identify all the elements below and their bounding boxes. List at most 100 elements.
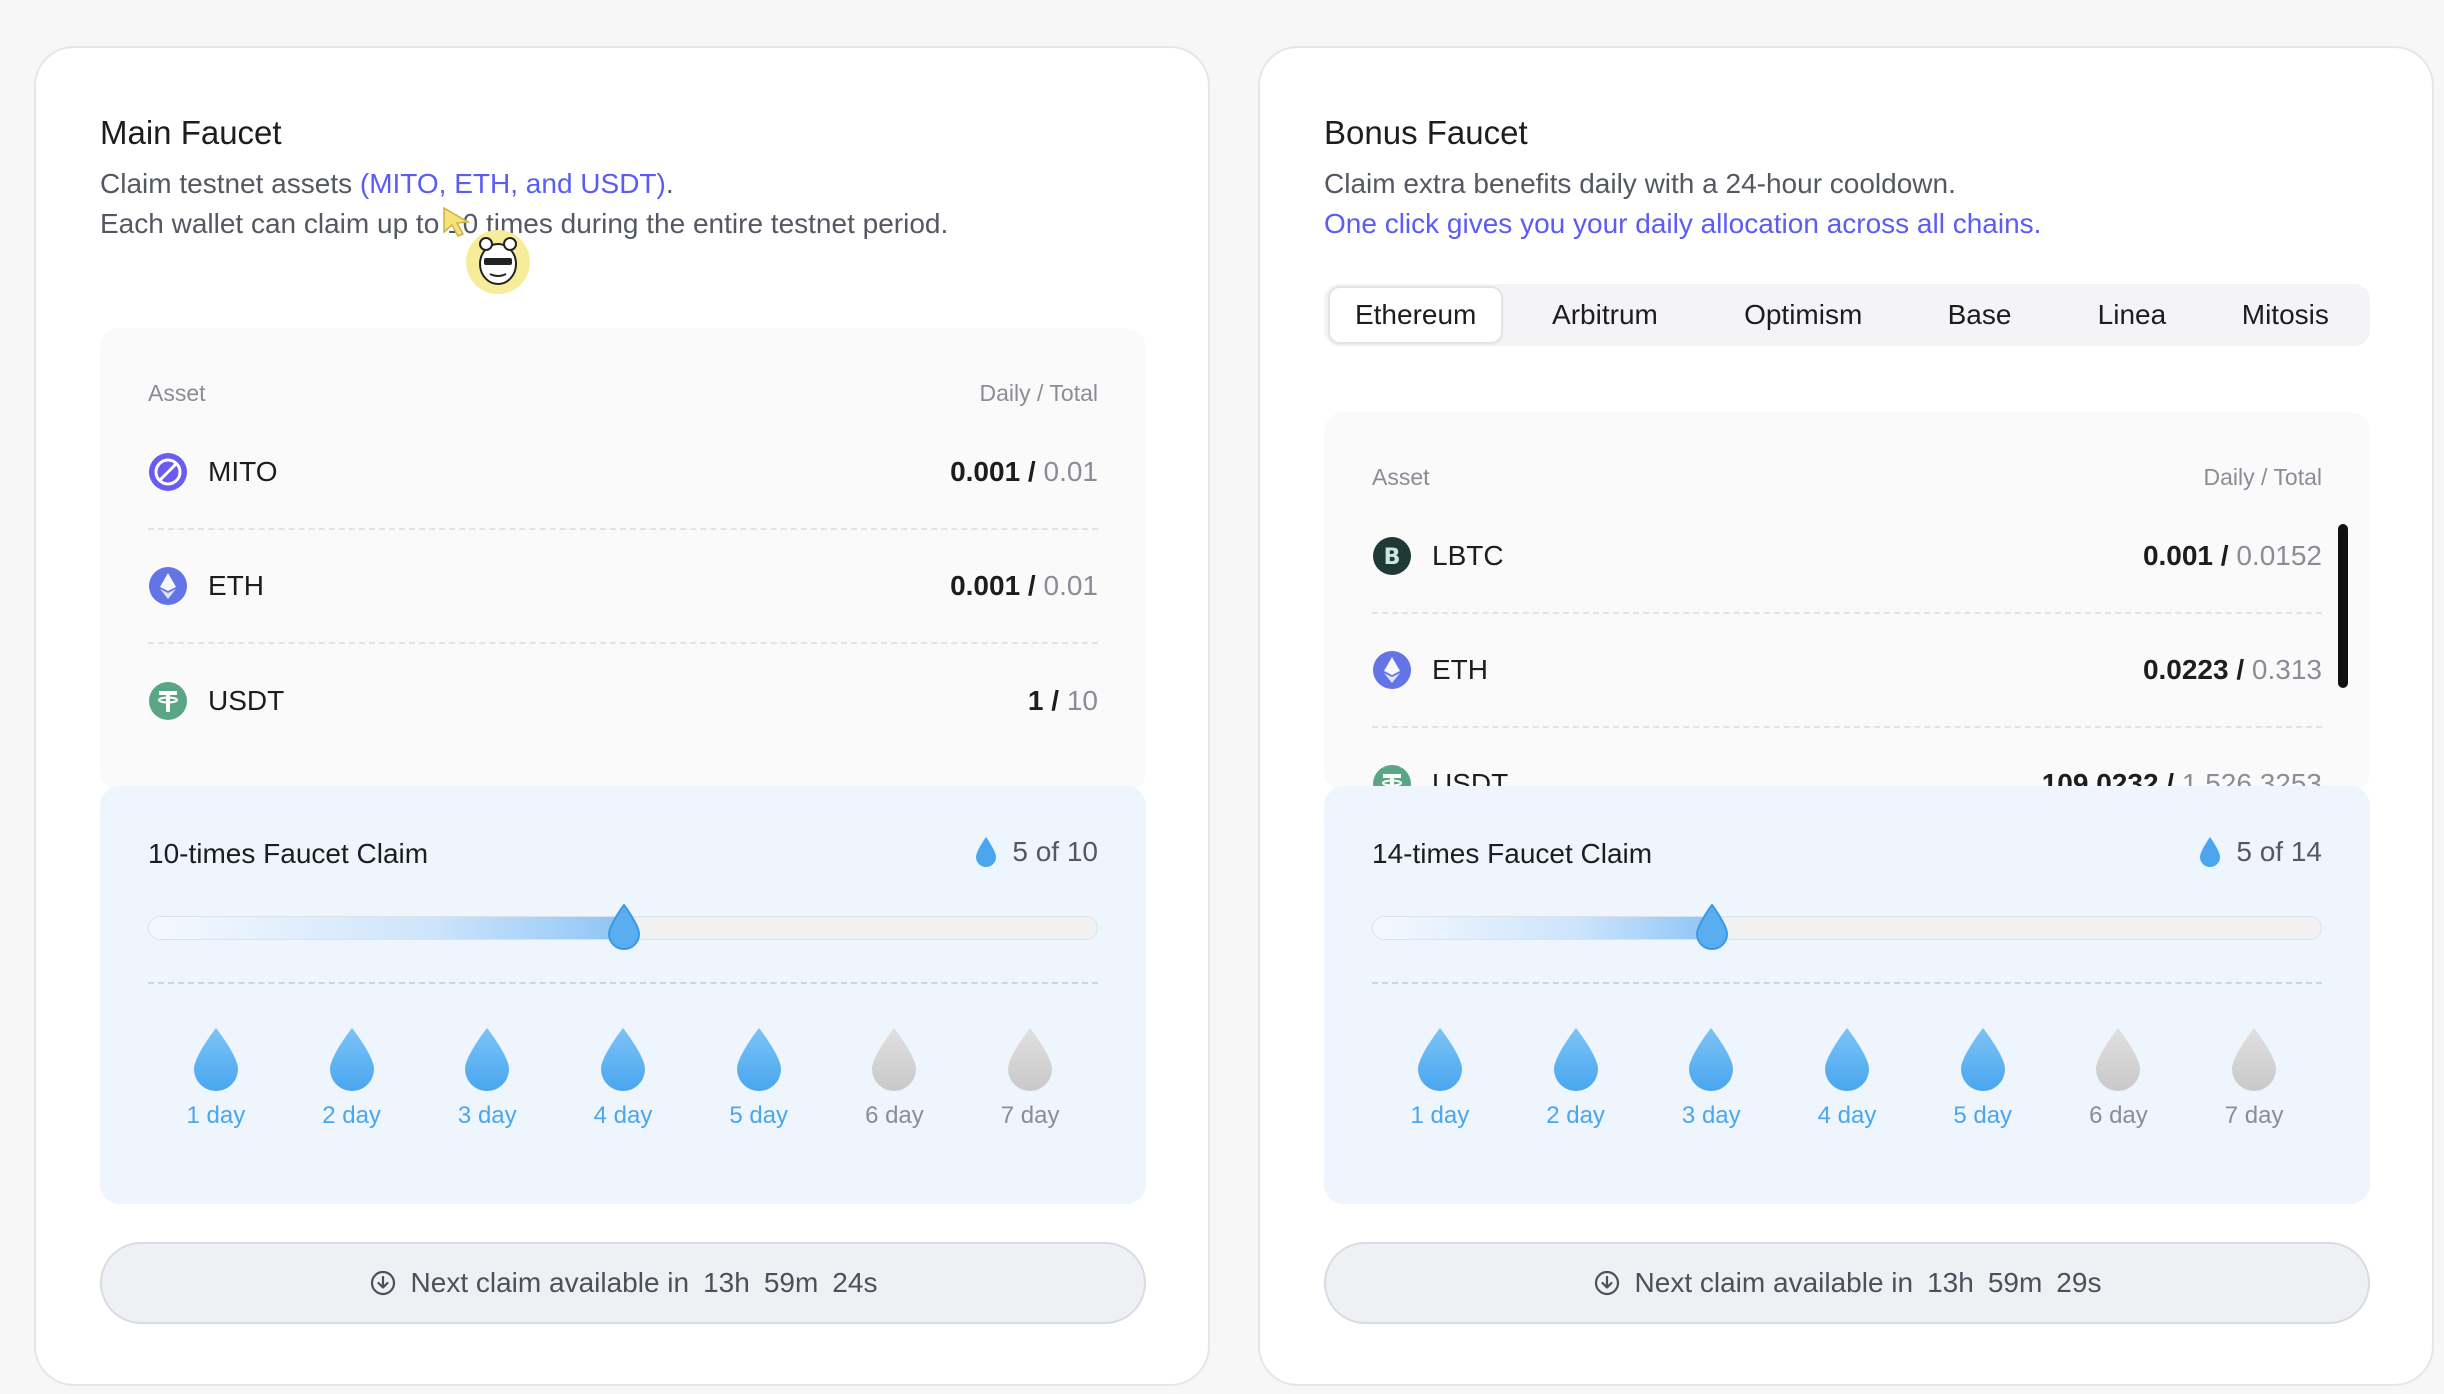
tab-ethereum[interactable]: Ethereum bbox=[1328, 286, 1504, 344]
claim-day-2: 2 day bbox=[292, 1026, 412, 1130]
clock-download-icon bbox=[1594, 1270, 1619, 1296]
tab-optimism[interactable]: Optimism bbox=[1744, 299, 1863, 330]
water-drop-filled-icon bbox=[736, 1028, 781, 1091]
desc-assets: (MITO, ETH, and USDT) bbox=[359, 168, 666, 199]
asset-row-usdt: USDT 1 / 10 bbox=[148, 644, 1098, 758]
scrollbar[interactable] bbox=[2338, 524, 2348, 688]
asset-row-usdt: USDT 109.0232 / 1,526.3253 bbox=[1372, 728, 2322, 792]
asset-column-header: Asset bbox=[148, 380, 206, 406]
daily-value: 0.001 / bbox=[2142, 540, 2229, 571]
claim-day-3: 3 day bbox=[1651, 1026, 1771, 1130]
desc-line2: Each wallet can claim up to 10 times dur… bbox=[100, 208, 949, 239]
total-value: 0.01 bbox=[1043, 456, 1099, 487]
day-label: 3 day bbox=[1681, 1102, 1741, 1129]
main-asset-table: Asset Daily / Total MITO 0.001 / 0.01 ETH 0… bbox=[100, 328, 1146, 792]
water-drop-filled-icon bbox=[465, 1028, 510, 1091]
eth-icon bbox=[1372, 650, 1412, 690]
next-claim-button[interactable]: Next claim available in 13h 59m 24s bbox=[100, 1242, 1146, 1324]
claim-day-6: 6 day bbox=[2058, 1026, 2178, 1130]
divider bbox=[148, 982, 1098, 984]
day-label: 5 day bbox=[1953, 1102, 2013, 1129]
claim-count-text: 5 of 10 bbox=[1012, 836, 1098, 867]
desc-text: Claim testnet assets bbox=[100, 168, 360, 199]
claim-day-7: 7 day bbox=[2194, 1026, 2314, 1130]
daily-value: 0.001 / bbox=[950, 456, 1036, 487]
day-label: 1 day bbox=[1410, 1102, 1470, 1129]
claim-progress-track bbox=[148, 903, 1098, 950]
claim-count: 5 of 14 bbox=[2198, 836, 2322, 868]
claim-day-5: 5 day bbox=[699, 1026, 819, 1130]
main-faucet-description: Claim testnet assets (MITO, ETH, and USD… bbox=[100, 164, 948, 244]
claim-count-text: 5 of 14 bbox=[2236, 836, 2322, 867]
asset-table-header: Asset Daily / Total bbox=[148, 380, 1098, 407]
tab-linea[interactable]: Linea bbox=[2097, 299, 2167, 330]
asset-value: 0.001 / 0.0152 bbox=[2143, 540, 2322, 572]
day-label: 1 day bbox=[186, 1102, 246, 1129]
countdown: 13h 59m 29s bbox=[1927, 1267, 2101, 1299]
desc-suffix: . bbox=[665, 168, 674, 199]
asset-value: 0.001 / 0.01 bbox=[950, 570, 1098, 602]
tab-mitosis[interactable]: Mitosis bbox=[2241, 299, 2329, 330]
asset-table-header: Asset Daily / Total bbox=[1372, 464, 2322, 491]
desc-line2: One click gives you your daily allocatio… bbox=[1324, 208, 2042, 239]
water-drop-empty-icon bbox=[2096, 1028, 2141, 1091]
asset-row-mito: MITO 0.001 / 0.01 bbox=[148, 416, 1098, 530]
countdown-hours: 13h bbox=[1927, 1267, 1974, 1298]
asset-name: ETH bbox=[208, 570, 264, 601]
bonus-faucet-card: Bonus Faucet Claim extra benefits daily … bbox=[1258, 46, 2434, 1386]
claim-day-1: 1 day bbox=[1380, 1026, 1500, 1130]
daily-value: 0.001 / bbox=[950, 570, 1036, 601]
day-label: 3 day bbox=[457, 1102, 517, 1129]
claim-title: 14-times Faucet Claim bbox=[1372, 838, 1653, 869]
tab-arbitrum[interactable]: Arbitrum bbox=[1552, 299, 1658, 330]
asset-row-eth: ETH 0.001 / 0.01 bbox=[148, 530, 1098, 644]
water-drop-filled-icon bbox=[1553, 1028, 1598, 1091]
next-claim-button[interactable]: Next claim available in 13h 59m 29s bbox=[1324, 1242, 2370, 1324]
eth-icon bbox=[148, 566, 188, 606]
chain-tabs: Ethereum Arbitrum Optimism Base Linea Mitosis bbox=[1324, 284, 2370, 346]
water-drop-empty-icon bbox=[872, 1028, 917, 1091]
asset-name: LBTC bbox=[1432, 540, 1504, 571]
claim-day-3: 3 day bbox=[427, 1026, 547, 1130]
divider bbox=[1372, 982, 2322, 984]
lbtc-icon: B bbox=[1372, 536, 1412, 576]
claim-count: 5 of 10 bbox=[974, 836, 1098, 868]
asset-value: 1 / 10 bbox=[1028, 685, 1098, 717]
main-claim-progress: 10-times Faucet Claim 5 of 10 1 day 2 day… bbox=[100, 786, 1146, 1204]
water-drop-filled-icon bbox=[1825, 1028, 1869, 1091]
svg-text:B: B bbox=[1384, 545, 1401, 570]
mito-icon bbox=[148, 452, 188, 492]
day-label: 5 day bbox=[729, 1102, 789, 1129]
claim-day-7: 7 day bbox=[970, 1026, 1090, 1130]
asset-row-lbtc: B LBTC 0.001 / 0.0152 bbox=[1372, 500, 2322, 614]
claim-progress-fill bbox=[149, 917, 624, 939]
asset-column-header: Asset bbox=[1372, 464, 1430, 490]
asset-row-eth: ETH 0.0223 / 0.313 bbox=[1372, 614, 2322, 728]
water-drop-filled-icon bbox=[601, 1028, 645, 1091]
progress-knob-drop-icon bbox=[1696, 903, 1729, 950]
claim-progress-fill bbox=[1373, 917, 1713, 939]
water-drop-filled-icon bbox=[1960, 1028, 2005, 1091]
daily-total-column-header: Daily / Total bbox=[2203, 464, 2322, 490]
claim-day-4: 4 day bbox=[563, 1026, 683, 1130]
next-claim-label: Next claim available in bbox=[410, 1267, 690, 1298]
day-label: 6 day bbox=[2089, 1102, 2148, 1129]
water-drop-filled-icon bbox=[1417, 1028, 1462, 1091]
usdt-icon bbox=[1372, 764, 1412, 792]
daily-value: 0.0223 / bbox=[2142, 654, 2245, 685]
day-label: 2 day bbox=[322, 1102, 381, 1129]
total-value: 0.01 bbox=[1043, 570, 1099, 601]
water-drop-filled-icon bbox=[329, 1028, 374, 1091]
total-value: 0.0152 bbox=[2236, 540, 2322, 571]
countdown-seconds: 29s bbox=[2056, 1267, 2102, 1298]
day-label: 6 day bbox=[865, 1102, 924, 1129]
progress-knob-drop-icon bbox=[607, 903, 641, 950]
tab-base[interactable]: Base bbox=[1947, 299, 2012, 330]
claim-days: 1 day 2 day 3 day 4 day 5 day 6 day 7 day bbox=[1372, 1026, 2322, 1156]
claim-day-4: 4 day bbox=[1787, 1026, 1907, 1130]
countdown-hours: 13h bbox=[703, 1267, 750, 1298]
asset-name: ETH bbox=[1432, 654, 1488, 685]
day-label: 2 day bbox=[1546, 1102, 1605, 1129]
day-label: 7 day bbox=[2224, 1102, 2284, 1129]
asset-name: MITO bbox=[208, 456, 278, 487]
